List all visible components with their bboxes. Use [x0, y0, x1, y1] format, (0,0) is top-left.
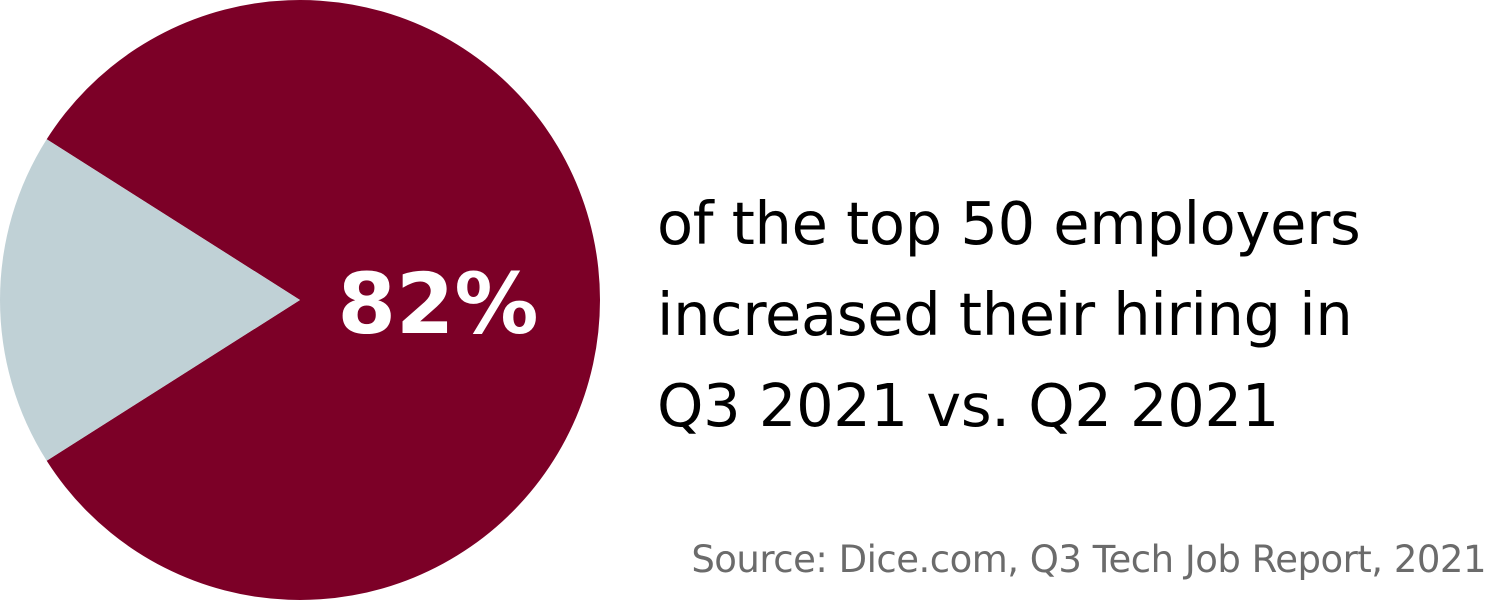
pie-slices: [0, 0, 601, 601]
source-citation: Source: Dice.com, Q3 Tech Job Report, 20…: [691, 538, 1486, 581]
pie-slice-remainder: [0, 139, 300, 461]
headline-line-2: increased their hiring in: [657, 280, 1353, 349]
pie-slice-label-primary: 82%: [337, 255, 538, 353]
headline-line-1: of the top 50 employers: [657, 189, 1361, 258]
pie-slice-primary: [46, 0, 601, 601]
headline-line-3: Q3 2021 vs. Q2 2021: [657, 371, 1279, 440]
headline: of the top 50 employers increased their …: [657, 178, 1477, 451]
pie-chart: 82%: [0, 0, 601, 601]
